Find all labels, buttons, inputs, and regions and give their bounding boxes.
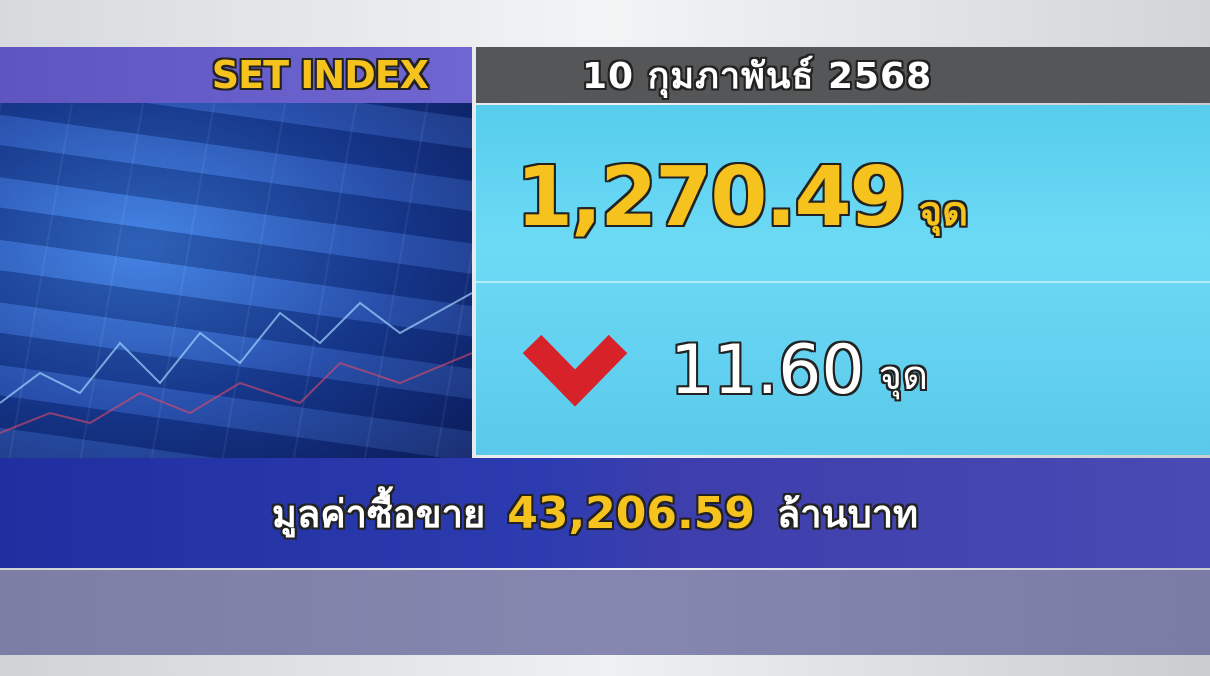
divider <box>476 281 1210 283</box>
lower-band <box>0 570 1210 655</box>
title-bar: SET INDEX <box>0 47 472 103</box>
change-row: 11.60 จุด <box>520 330 928 410</box>
volume-label: มูลค่าซื้อขาย <box>271 491 486 536</box>
change-unit: จุด <box>878 353 929 399</box>
red-down-chevron-icon <box>522 334 628 407</box>
change-value: 11.60 <box>670 330 865 410</box>
date: 10 กุมภาพันธ์ 2568 <box>582 55 933 97</box>
index-panel <box>476 105 1210 455</box>
volume-unit: ล้านบาท <box>776 491 919 536</box>
volume-value: 43,206.59 <box>507 487 755 539</box>
top-background <box>0 0 1210 47</box>
date-bar: 10 กุมภาพันธ์ 2568 <box>476 47 1210 103</box>
title: SET INDEX <box>211 53 429 97</box>
stock-chart-lines <box>0 292 472 434</box>
index-value-row: 1,270.49 จุด <box>516 150 968 245</box>
index-value: 1,270.49 <box>516 150 907 245</box>
trading-volume-bar: มูลค่าซื้อขาย 43,206.59 ล้านบาท <box>0 458 1210 568</box>
index-unit: จุด <box>918 189 969 235</box>
stock-board-image <box>0 103 472 458</box>
